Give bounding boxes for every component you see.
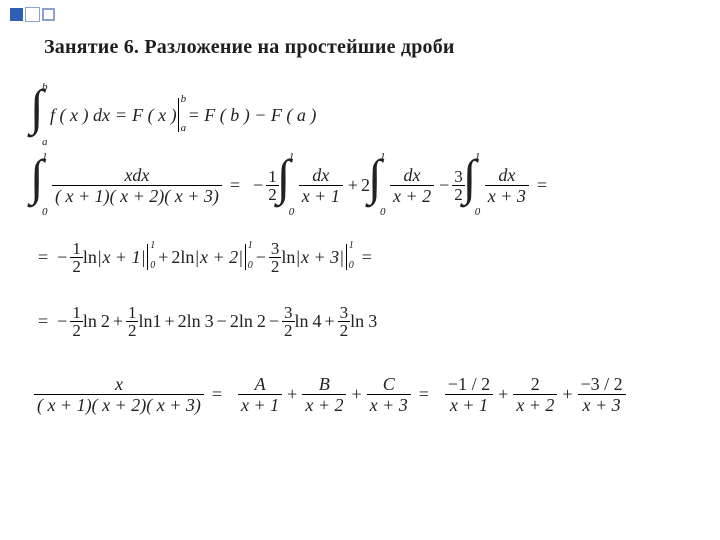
integral-sign: b ∫ a bbox=[32, 88, 50, 142]
formula-integral-expanded: 1 ∫ 0 xdx ( x + 1)( x + 2)( x + 3) = − 1… bbox=[32, 156, 692, 214]
frac-dx-over: dx x + 1 bbox=[297, 166, 345, 205]
integral-sign: 1 ∫ 0 bbox=[465, 158, 483, 212]
deco-square-inner bbox=[26, 8, 39, 21]
formula-evaluated-ln: = − 12 ln|x + 1| 10 + 2 ln|x + 2| 10 − 3… bbox=[32, 236, 692, 278]
lhs-fraction: x ( x + 1)( x + 2)( x + 3) bbox=[32, 375, 206, 414]
formula-numeric-ln: = − 12 ln2 + 12 ln1 + 2ln3 − 2ln2 − 32 l… bbox=[32, 300, 692, 342]
equals: = bbox=[110, 106, 132, 124]
rhs: = F ( b ) − F ( a ) bbox=[188, 106, 317, 124]
formula-fundamental-theorem: b ∫ a f ( x ) dx = F ( x ) b a = F ( b )… bbox=[32, 86, 692, 144]
formula-partial-fractions: x ( x + 1)( x + 2)( x + 3) = Ax + 1 + Bx… bbox=[32, 372, 692, 416]
deco-square-outline bbox=[42, 8, 55, 21]
eval-bar: b a bbox=[178, 98, 179, 132]
frac-dx-over: dx x + 2 bbox=[388, 166, 436, 205]
main-fraction: xdx ( x + 1)( x + 2)( x + 3) bbox=[50, 166, 224, 205]
integral-sign: 1 ∫ 0 bbox=[32, 158, 50, 212]
antiderivative: F ( x ) bbox=[132, 106, 176, 124]
slide-title: Занятие 6. Разложение на простейшие дроб… bbox=[44, 36, 455, 59]
integral-sign: 1 ∫ 0 bbox=[370, 158, 388, 212]
deco-square-filled bbox=[10, 8, 23, 21]
slide: Занятие 6. Разложение на простейшие дроб… bbox=[0, 0, 720, 540]
math-body: b ∫ a f ( x ) dx = F ( x ) b a = F ( b )… bbox=[32, 86, 692, 416]
frac-dx-over: dx x + 3 bbox=[483, 166, 531, 205]
corner-decoration bbox=[10, 8, 55, 21]
integral-sign: 1 ∫ 0 bbox=[279, 158, 297, 212]
integrand: f ( x ) dx bbox=[50, 106, 110, 124]
